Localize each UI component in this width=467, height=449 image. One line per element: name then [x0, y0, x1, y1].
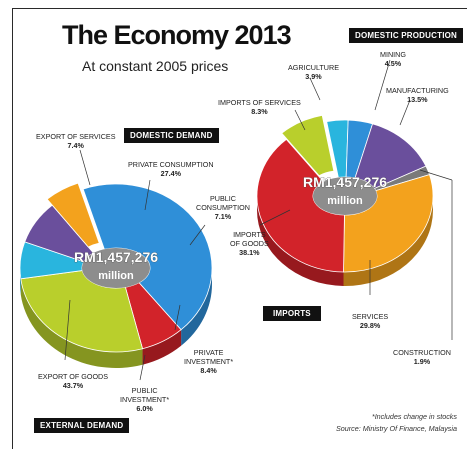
slice-public-investment — [46, 182, 100, 248]
slice-label-manufacturing: MANUFACTURING 13.5% — [386, 86, 449, 104]
total-label-demand: RM1,457,276 million — [74, 249, 159, 282]
slice-label-construction: CONSTRUCTION 1.9% — [393, 348, 451, 366]
domestic-production-tag: DOMESTIC PRODUCTION — [349, 28, 464, 43]
slice-side-imports-of-goods — [257, 196, 344, 286]
slice-imports-of-services — [281, 114, 335, 177]
slice-side-export-of-goods — [181, 268, 212, 346]
infographic-frame — [12, 8, 467, 449]
leader-lines — [64, 59, 453, 381]
slice-label-services: SERVICES 29.8% — [352, 312, 389, 330]
slice-label-export-services: EXPORT OF SERVICES 7.4% — [36, 132, 116, 150]
slice-label-private-consumption: PRIVATE CONSUMPTION 27.4% — [128, 160, 214, 178]
donut-hole — [82, 248, 150, 288]
domestic-demand-tag: DOMESTIC DEMAND — [124, 128, 219, 143]
slice-label-agriculture: AGRICULTURE 3.9% — [288, 63, 339, 81]
slice-label-imports-goods: IMPORTS OF GOODS 38.1% — [230, 230, 269, 257]
imports-tag: IMPORTS — [263, 306, 321, 321]
slice-label-public-consumption: PUBLIC CONSUMPTION 7.1% — [196, 194, 250, 221]
slice-label-public-investment: PUBLIC INVESTMENT* 6.0% — [120, 386, 170, 413]
slice-label-private-investment: PRIVATE INVESTMENT* 8.4% — [184, 348, 234, 375]
slice-side-export-of-services — [142, 329, 182, 365]
demand-pie-chart — [19, 182, 213, 368]
external-demand-tag: EXTERNAL DEMAND — [34, 418, 130, 433]
slice-side-services — [343, 196, 433, 287]
total-value-production: RM1,457,276 — [303, 174, 387, 190]
donut-hole — [313, 177, 377, 215]
production-pie-chart — [256, 114, 434, 287]
slice-side-private-consumption — [20, 278, 143, 368]
slice-label-mining: MINING 4.5% — [380, 50, 406, 68]
total-unit-production: million — [327, 195, 363, 207]
total-value-demand: RM1,457,276 — [74, 249, 158, 265]
page-subtitle: At constant 2005 prices — [82, 58, 229, 74]
total-label-production: RM1,457,276 million — [303, 174, 388, 207]
slice-label-export-goods: EXPORT OF GOODS 43.7% — [38, 372, 109, 390]
footnote: *Includes change in stocks — [371, 412, 457, 421]
source-note: Source: Ministry Of Finance, Malaysia — [335, 424, 457, 433]
total-unit-demand: million — [98, 270, 134, 282]
page-title: The Economy 2013 — [62, 20, 292, 50]
slice-label-imports-services: IMPORTS OF SERVICES 8.3% — [218, 98, 301, 116]
